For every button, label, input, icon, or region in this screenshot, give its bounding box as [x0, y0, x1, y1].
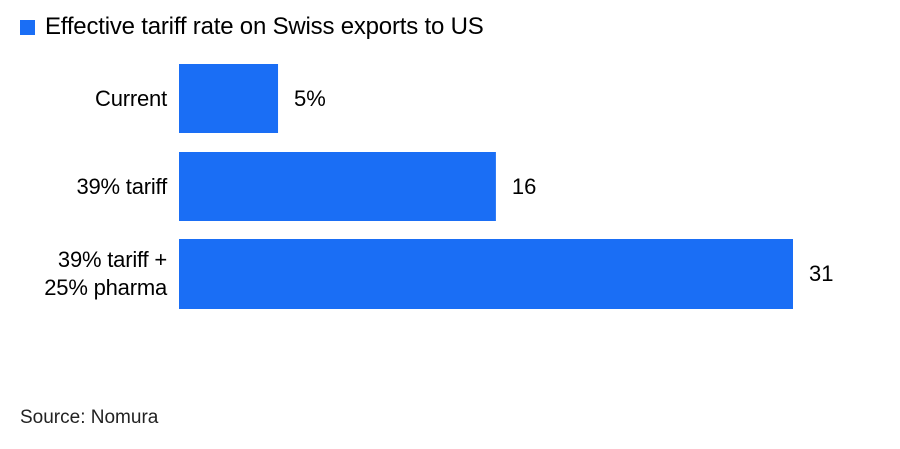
legend-swatch: [20, 19, 35, 35]
source-note: Source: Nomura: [20, 407, 159, 428]
bar-0: [179, 64, 279, 133]
bar-1: [179, 152, 496, 221]
chart-legend: Effective tariff rate on Swiss exports t…: [20, 12, 484, 42]
legend-label: Effective tariff rate on Swiss exports t…: [45, 13, 484, 40]
category-label-0: Current: [95, 85, 167, 111]
value-label-1: 16: [511, 173, 537, 199]
bar-2: [179, 239, 793, 309]
category-label-2: 39% tariff +25% pharma: [44, 247, 167, 300]
value-label-2: 31: [809, 261, 834, 286]
value-label-0: 5%: [294, 85, 326, 111]
category-label-1: 39% tariff: [76, 173, 167, 199]
